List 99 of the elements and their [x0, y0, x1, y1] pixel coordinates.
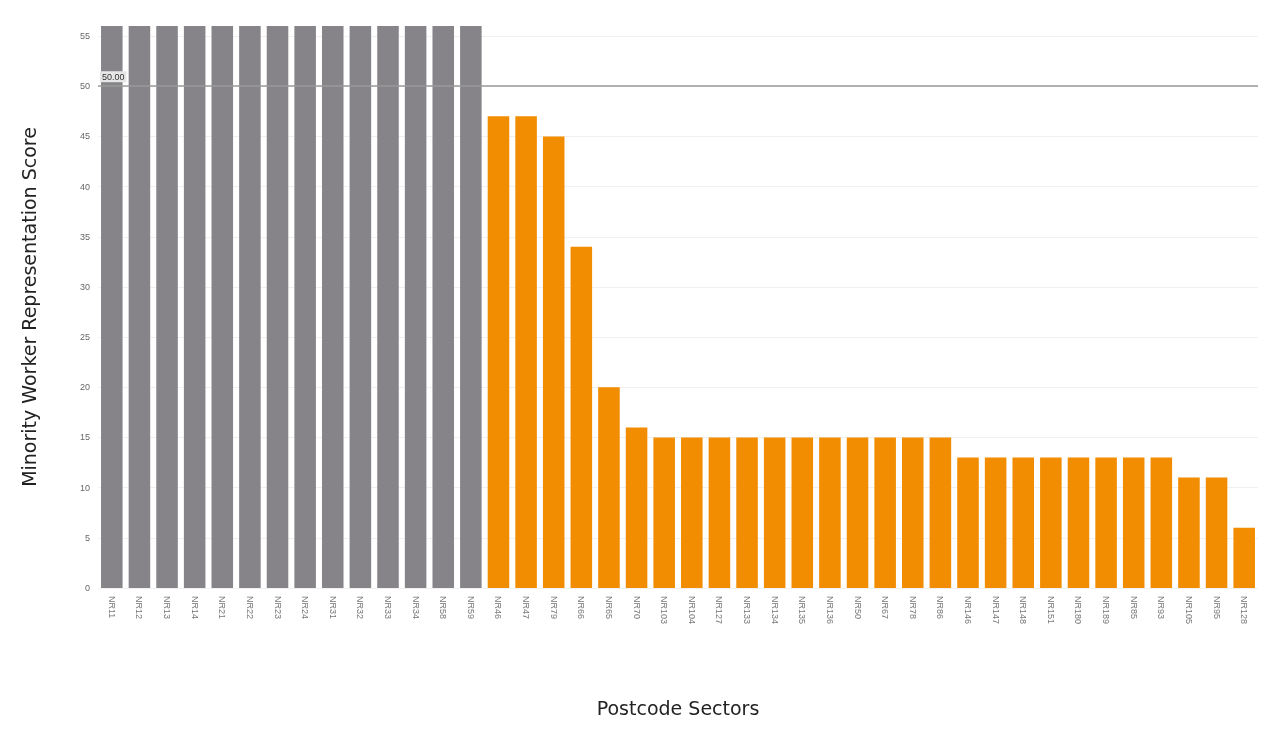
bar [101, 26, 123, 588]
bar [736, 437, 758, 588]
bar [929, 437, 952, 588]
x-tick-label: NR148 [1018, 596, 1029, 625]
bar [846, 437, 869, 588]
x-tick-label: NR127 [714, 596, 725, 625]
x-tick-label: NR11 [106, 596, 117, 619]
x-tick-label: NR46 [493, 596, 504, 620]
y-tick-label: 35 [79, 231, 90, 242]
y-tick-label: 10 [79, 482, 90, 493]
x-tick-label: NR135 [797, 596, 808, 625]
x-tick-label: NR95 [1211, 596, 1222, 620]
x-tick-label: NR67 [880, 596, 891, 620]
x-tick-label: NR23 [272, 596, 283, 620]
x-tick-label: NR93 [1156, 596, 1167, 620]
x-tick-label: NR78 [907, 596, 918, 620]
bar [1067, 457, 1090, 588]
x-tick-label: NR50 [852, 596, 863, 620]
x-tick-label: NR180 [1073, 596, 1084, 625]
bar [542, 136, 565, 588]
y-tick-label: 20 [79, 382, 90, 393]
x-tick-label: NR86 [935, 596, 946, 620]
bar [1150, 457, 1173, 588]
bar [211, 26, 234, 588]
x-tick-label: NR47 [521, 596, 532, 620]
y-tick-label: 5 [84, 532, 90, 543]
bar [625, 427, 648, 588]
y-tick-label: 45 [79, 131, 90, 142]
bar [515, 116, 537, 588]
bar [598, 387, 620, 588]
ref-line-label: 50.00 [102, 71, 125, 82]
x-tick-label: NR104 [686, 596, 697, 625]
bar [957, 457, 979, 588]
bar [432, 26, 455, 588]
x-tick-label: NR34 [410, 596, 421, 620]
x-tick-label: NR33 [383, 596, 393, 620]
bar [653, 437, 675, 588]
bar [266, 26, 289, 588]
bar [349, 26, 372, 588]
x-tick-label: NR70 [631, 596, 642, 620]
x-tick-label: NR136 [824, 596, 835, 625]
bar [1205, 477, 1228, 588]
bar [128, 26, 151, 588]
x-tick-label: NR13 [162, 596, 173, 620]
x-tick-label: NR32 [355, 596, 366, 620]
bar [294, 26, 316, 588]
x-tick-label: NR189 [1101, 596, 1112, 625]
x-tick-label: NR85 [1128, 596, 1139, 620]
bar [377, 26, 399, 588]
x-tick-label: NR22 [244, 596, 255, 620]
bar [183, 26, 206, 588]
bar [763, 437, 786, 588]
bar [1233, 527, 1255, 588]
x-axis-title: Postcode Sectors [596, 696, 760, 719]
bar [1122, 457, 1145, 588]
x-tick-label: NR58 [438, 596, 449, 620]
x-tick-label: NR146 [963, 596, 973, 625]
y-tick-label: 0 [84, 583, 90, 593]
y-tick-label: 40 [79, 181, 90, 192]
y-tick-label: 50 [79, 81, 90, 92]
x-tick-label: NR103 [659, 596, 670, 625]
bar [791, 437, 814, 588]
bar [984, 457, 1007, 588]
bar [460, 26, 482, 588]
bar [156, 26, 178, 588]
y-axis-title: Minority Worker Representation Score [17, 127, 40, 487]
x-tick-label: NR59 [465, 596, 476, 620]
bar [819, 437, 841, 588]
bar [570, 246, 593, 588]
y-tick-label: 25 [79, 332, 90, 343]
x-tick-label: NR133 [742, 596, 753, 625]
x-tick-label: NR14 [189, 596, 200, 620]
x-tick-label: NR134 [769, 596, 780, 625]
x-tick-label: NR24 [300, 596, 311, 620]
x-tick-label: NR151 [1045, 596, 1056, 625]
x-tick-label: NR65 [603, 596, 614, 620]
y-tick-label: 55 [79, 31, 90, 42]
x-tick-label: NR21 [217, 596, 228, 620]
x-tick-label: NR105 [1183, 596, 1194, 625]
x-tick-label: NR79 [548, 596, 559, 620]
bar [708, 437, 731, 588]
bar [1040, 457, 1062, 588]
x-tick-label: NR66 [576, 596, 587, 620]
x-tick-label: NR147 [990, 596, 1001, 625]
bar [681, 437, 703, 588]
bar [901, 437, 924, 588]
bar [1178, 477, 1200, 588]
bar [1012, 457, 1035, 588]
bar [321, 26, 344, 588]
x-tick-label: NR31 [327, 596, 338, 620]
bar [487, 116, 510, 588]
bar [1095, 457, 1117, 588]
y-tick-label: 15 [79, 432, 90, 443]
y-tick-label: 30 [79, 281, 90, 292]
bar [404, 26, 427, 588]
bar [874, 437, 896, 588]
x-tick-label: NR12 [134, 596, 145, 620]
bar [239, 26, 261, 588]
x-tick-label: NR128 [1239, 596, 1250, 625]
